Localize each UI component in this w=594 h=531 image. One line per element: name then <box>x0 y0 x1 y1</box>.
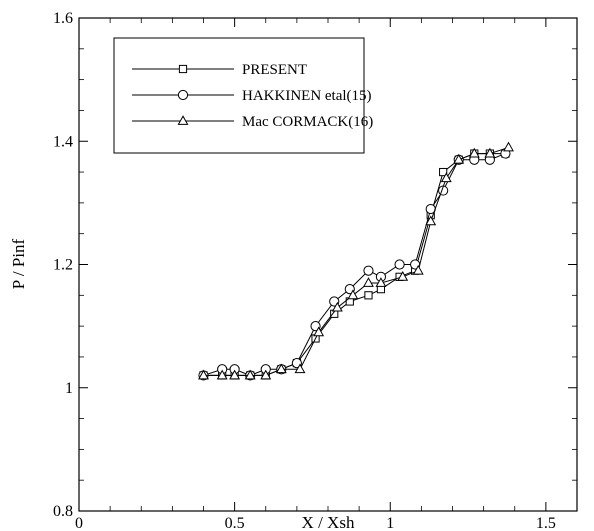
x-tick-label: 1 <box>386 515 394 531</box>
data-point <box>331 301 343 312</box>
legend-marker <box>177 115 189 125</box>
series-layer <box>198 141 514 381</box>
series-square <box>199 149 510 380</box>
legend-label: HAKKINEN etal(15) <box>242 88 372 104</box>
legend: PRESENT HAKKINEN etal(15) Mac CORMACK(16) <box>113 37 373 154</box>
data-point <box>198 369 209 380</box>
legend-items: PRESENT HAKKINEN etal(15) Mac CORMACK(16) <box>132 62 373 130</box>
series-line <box>203 153 506 376</box>
data-point <box>440 172 452 183</box>
legend-label: Mac CORMACK(16) <box>242 114 373 130</box>
series-line <box>203 153 506 376</box>
y-tick-label: 1.4 <box>53 133 73 150</box>
legend-marker <box>177 89 189 101</box>
data-point <box>397 271 409 281</box>
data-point <box>347 289 359 300</box>
data-point <box>394 259 405 270</box>
data-point <box>216 369 228 380</box>
x-tick-label: 0.5 <box>225 515 245 531</box>
x-tick-label: 1.5 <box>536 515 556 531</box>
data-point <box>363 277 374 287</box>
data-point <box>425 215 437 226</box>
data-point <box>363 265 374 276</box>
data-point <box>439 167 448 177</box>
y-tick-label: 1 <box>65 380 73 397</box>
legend-entry: Mac CORMACK(16) <box>132 114 373 130</box>
data-point <box>313 326 325 337</box>
x-tick-labels: 0 0.5 1 1.5 <box>75 515 556 531</box>
x-axis-title: X / Xsh <box>302 513 355 531</box>
data-point <box>375 277 387 287</box>
data-point <box>484 147 496 158</box>
series-line <box>203 146 509 376</box>
series-triangle <box>198 141 514 380</box>
x-tick-label: 0 <box>75 515 83 531</box>
y-tick-label: 1.2 <box>53 257 73 274</box>
data-point <box>275 363 287 374</box>
data-point <box>260 369 272 380</box>
data-point <box>412 264 424 275</box>
y-axis-title: P / Pinf <box>9 238 28 289</box>
y-tick-label: 1.6 <box>53 10 73 27</box>
legend-entry: PRESENT <box>132 62 307 78</box>
data-point <box>453 153 465 164</box>
y-tick-label: 0.8 <box>53 503 73 520</box>
data-point <box>364 291 373 300</box>
data-point <box>294 363 306 374</box>
data-point <box>503 141 514 152</box>
series-circle <box>198 148 511 381</box>
data-point <box>244 369 256 380</box>
legend-entry: HAKKINEN etal(15) <box>132 88 372 104</box>
axis-ticks <box>78 17 577 512</box>
y-tick-labels: 0.8 1 1.2 1.4 1.6 <box>53 10 73 520</box>
legend-marker <box>178 64 188 74</box>
data-point <box>229 369 241 380</box>
data-point <box>468 147 480 158</box>
legend-label: PRESENT <box>242 62 307 78</box>
